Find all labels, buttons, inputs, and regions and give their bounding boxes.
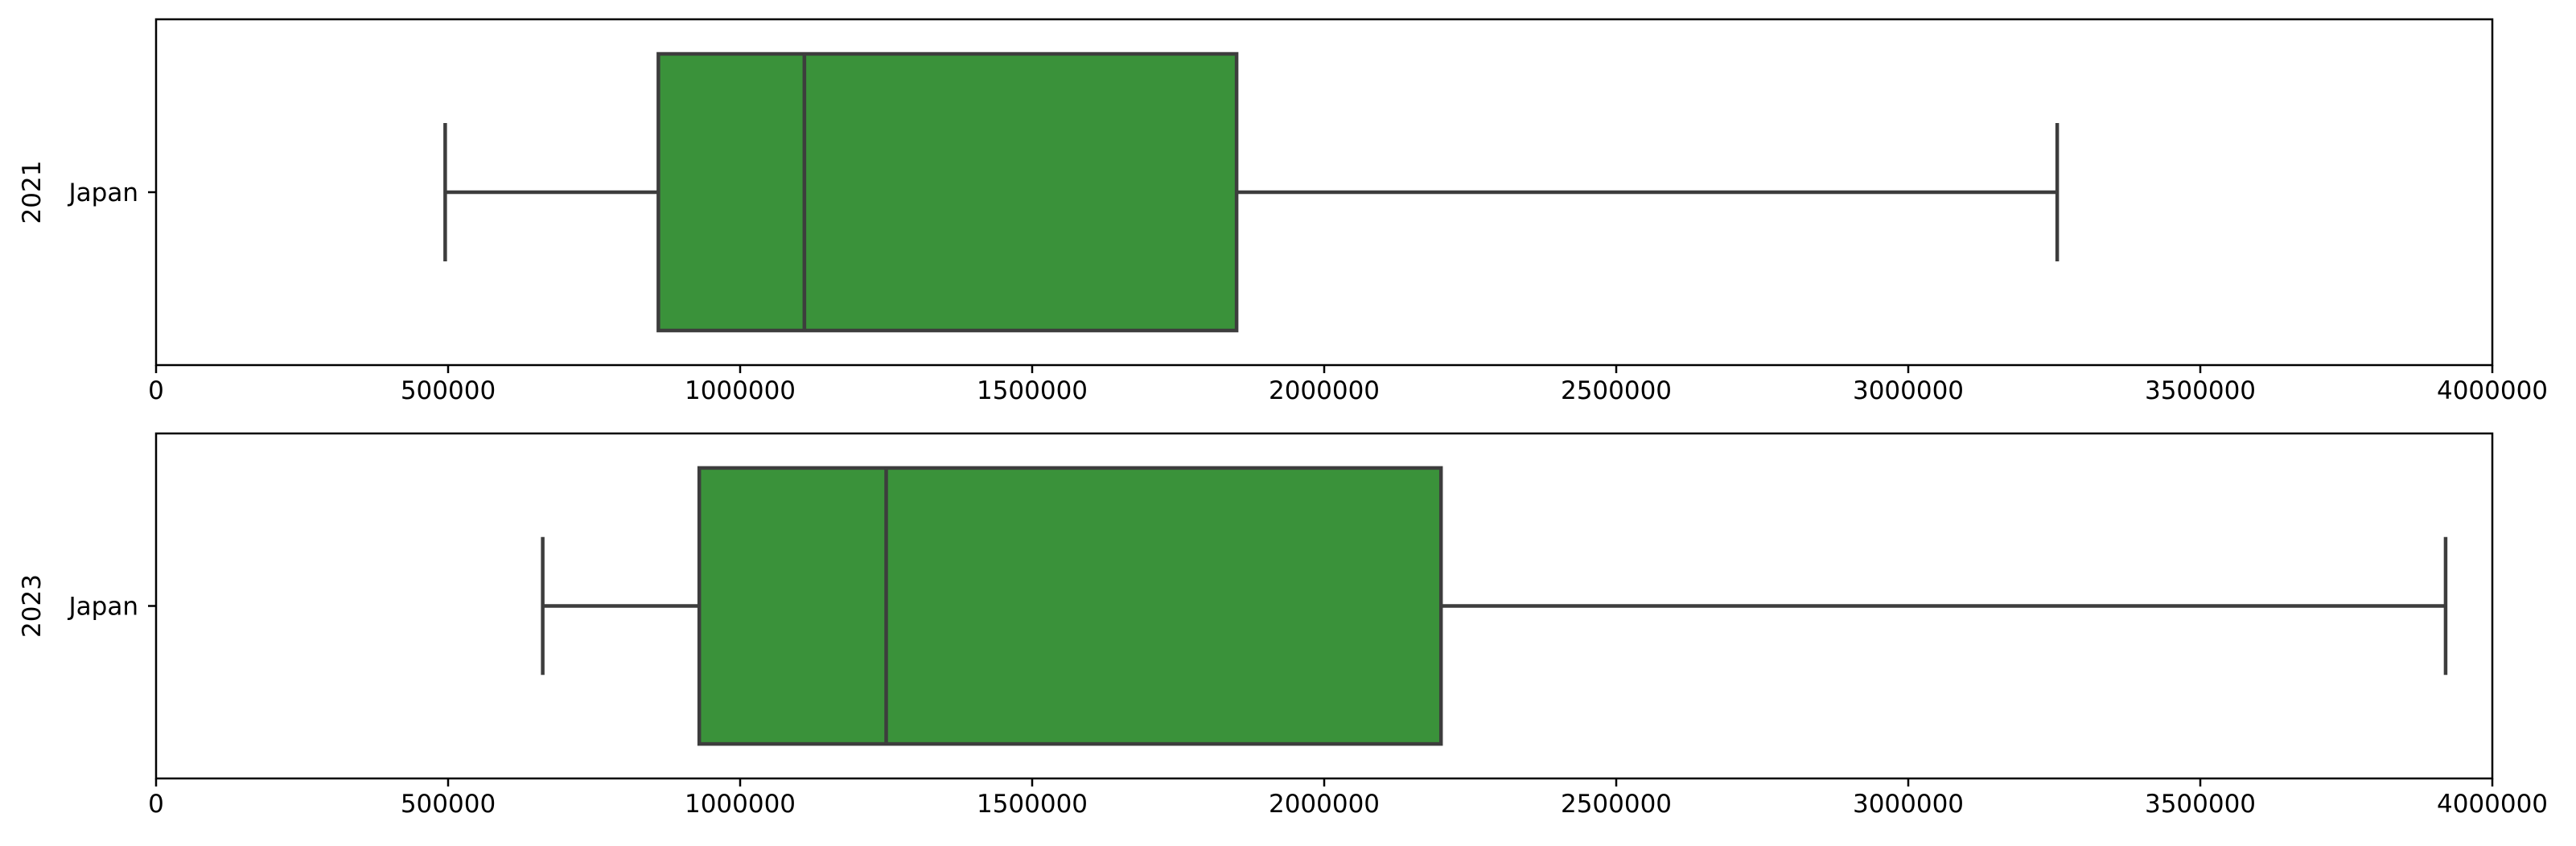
- x-tick-label: 1500000: [977, 790, 1088, 819]
- panel-2: 0 500000 1000000 1500000 2000000 2500000 30000…: [18, 432, 2548, 819]
- x-tick-label: 500000: [401, 790, 496, 819]
- y-axis-label: 2021: [18, 161, 47, 224]
- x-tick-label: 4000000: [2437, 376, 2548, 405]
- x-tick-label: 1000000: [685, 376, 796, 405]
- iqr-box: [697, 466, 1443, 746]
- y-tick-label: Japan: [68, 593, 138, 622]
- y-axis-label: 2023: [18, 574, 47, 638]
- x-tick-label: 3500000: [2145, 376, 2256, 405]
- x-tick-label: 4000000: [2437, 790, 2548, 819]
- x-tick-label: 500000: [401, 376, 496, 405]
- x-tick-label: 1000000: [685, 790, 796, 819]
- y-tick-label: Japan: [68, 179, 138, 207]
- x-tick-label: 2000000: [1269, 376, 1380, 405]
- panel-1: 0 500000 1000000 1500000 2000000 2500000 30000…: [18, 18, 2548, 405]
- x-tick-label: 2500000: [1561, 376, 1672, 405]
- x-tick-label: 0: [148, 790, 164, 819]
- x-tick-label: 2000000: [1269, 790, 1380, 819]
- x-tick-label: 1500000: [977, 376, 1088, 405]
- x-tick-label: 2500000: [1561, 790, 1672, 819]
- x-tick-label: 3000000: [1853, 790, 1964, 819]
- iqr-box: [656, 51, 1239, 333]
- x-tick-label: 3500000: [2145, 790, 2256, 819]
- x-tick-label: 3000000: [1853, 376, 1964, 405]
- x-tick-label: 0: [148, 376, 164, 405]
